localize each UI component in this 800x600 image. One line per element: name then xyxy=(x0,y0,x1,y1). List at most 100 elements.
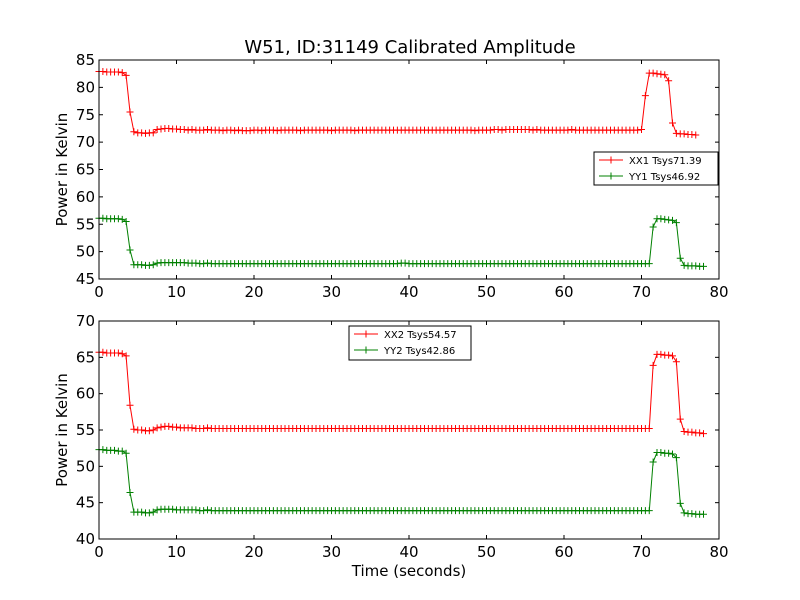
data-point-marker xyxy=(657,449,665,457)
data-point-marker xyxy=(200,260,208,268)
data-point-marker xyxy=(293,126,301,134)
data-point-marker xyxy=(568,126,576,134)
x-tick-label: 0 xyxy=(94,543,104,561)
x-axis-label: Time (seconds) xyxy=(351,562,467,580)
data-point-marker xyxy=(564,126,572,134)
data-point-marker xyxy=(118,215,126,223)
data-point-marker xyxy=(661,71,669,79)
data-point-marker xyxy=(114,215,122,223)
data-point-marker xyxy=(324,126,332,134)
data-point-marker xyxy=(638,126,645,134)
data-point-marker xyxy=(235,126,242,134)
data-point-marker xyxy=(529,126,537,134)
legend-box xyxy=(348,325,472,361)
legend: XX1 Tsys71.39 YY1 Tsys46.92 xyxy=(593,151,719,186)
x-tick-label: 60 xyxy=(554,543,573,561)
data-point-marker xyxy=(157,125,165,133)
y-tick-label: 45 xyxy=(76,494,95,512)
data-point-marker xyxy=(165,422,173,430)
x-tick-label: 70 xyxy=(632,543,651,561)
data-point-marker xyxy=(657,70,665,78)
legend-label: YY1 Tsys46.92 xyxy=(628,172,700,183)
data-point-marker xyxy=(149,426,157,434)
data-point-marker xyxy=(645,260,653,268)
data-point-marker xyxy=(672,358,680,366)
data-point-marker xyxy=(486,126,494,134)
series-markers xyxy=(95,214,707,270)
data-point-marker xyxy=(145,427,153,435)
series-line xyxy=(99,217,704,267)
data-point-marker xyxy=(138,129,146,137)
data-point-marker xyxy=(498,126,506,134)
data-point-marker xyxy=(188,126,196,134)
data-point-marker xyxy=(680,261,688,269)
data-point-marker xyxy=(149,261,157,269)
series-markers xyxy=(95,67,700,139)
data-point-marker xyxy=(401,259,409,267)
data-point-marker xyxy=(122,218,130,226)
data-point-marker xyxy=(672,454,680,462)
data-point-marker xyxy=(688,428,696,436)
data-point-marker xyxy=(328,127,335,135)
data-point-marker xyxy=(153,506,161,514)
data-point-marker xyxy=(700,510,707,518)
y-tick-label: 60 xyxy=(76,188,95,206)
data-point-marker xyxy=(153,259,161,267)
series-line xyxy=(99,449,704,515)
data-point-marker xyxy=(192,259,200,267)
y-axis-label: Power in Kelvin xyxy=(53,113,71,227)
data-point-marker xyxy=(145,509,153,517)
legend-label: XX1 Tsys71.39 xyxy=(629,156,702,167)
data-point-marker xyxy=(99,214,107,222)
data-point-marker xyxy=(99,348,107,356)
data-point-marker xyxy=(645,507,653,515)
data-point-marker xyxy=(653,70,661,78)
data-point-marker xyxy=(200,507,208,515)
data-point-marker xyxy=(184,126,192,134)
data-point-marker xyxy=(649,458,657,466)
data-point-marker xyxy=(231,127,239,135)
data-point-marker xyxy=(525,126,533,134)
data-point-marker xyxy=(204,126,211,134)
y-tick-label: 40 xyxy=(76,530,95,548)
data-point-marker xyxy=(227,126,235,134)
data-point-marker xyxy=(297,127,304,135)
data-point-marker xyxy=(180,259,188,267)
chart-title: W51, ID:31149 Calibrated Amplitude xyxy=(244,37,575,58)
data-point-marker xyxy=(180,126,188,134)
x-tick-label: 20 xyxy=(244,543,263,561)
y-tick-label: 50 xyxy=(76,243,95,261)
x-tick-label: 80 xyxy=(709,543,728,561)
data-point-marker xyxy=(145,261,153,269)
data-point-marker xyxy=(138,426,146,434)
data-point-marker xyxy=(142,129,149,137)
data-point-marker xyxy=(99,446,107,454)
data-point-marker xyxy=(676,415,684,423)
legend-box xyxy=(593,151,719,186)
data-point-marker xyxy=(157,423,165,431)
data-point-marker xyxy=(192,506,200,514)
data-point-marker xyxy=(200,425,208,433)
data-point-marker xyxy=(688,130,696,138)
top-chart: 0 10 20 30 40 50 60 70 80 45 50 55 60 65 70 75 80 85 Power… xyxy=(53,51,729,301)
data-point-marker xyxy=(645,425,653,433)
y-tick-label: 55 xyxy=(76,215,95,233)
x-tick-label: 50 xyxy=(477,543,496,561)
x-tick-label: 40 xyxy=(399,543,418,561)
y-tick-label: 65 xyxy=(76,161,95,179)
data-point-marker xyxy=(669,450,676,458)
data-point-marker xyxy=(200,126,208,134)
x-tick-label: 50 xyxy=(477,283,496,301)
y-tick-label: 80 xyxy=(76,78,95,96)
data-point-marker xyxy=(169,505,177,513)
data-point-marker xyxy=(649,223,657,231)
data-point-marker xyxy=(118,447,126,455)
data-point-marker xyxy=(246,127,254,135)
data-point-marker xyxy=(657,350,665,358)
y-tick-label: 45 xyxy=(76,270,95,288)
x-tick-label: 70 xyxy=(632,283,651,301)
data-point-marker xyxy=(126,488,134,496)
y-tick-label: 50 xyxy=(76,457,95,475)
legend-label: XX2 Tsys54.57 xyxy=(384,330,457,341)
data-point-marker xyxy=(165,124,173,132)
